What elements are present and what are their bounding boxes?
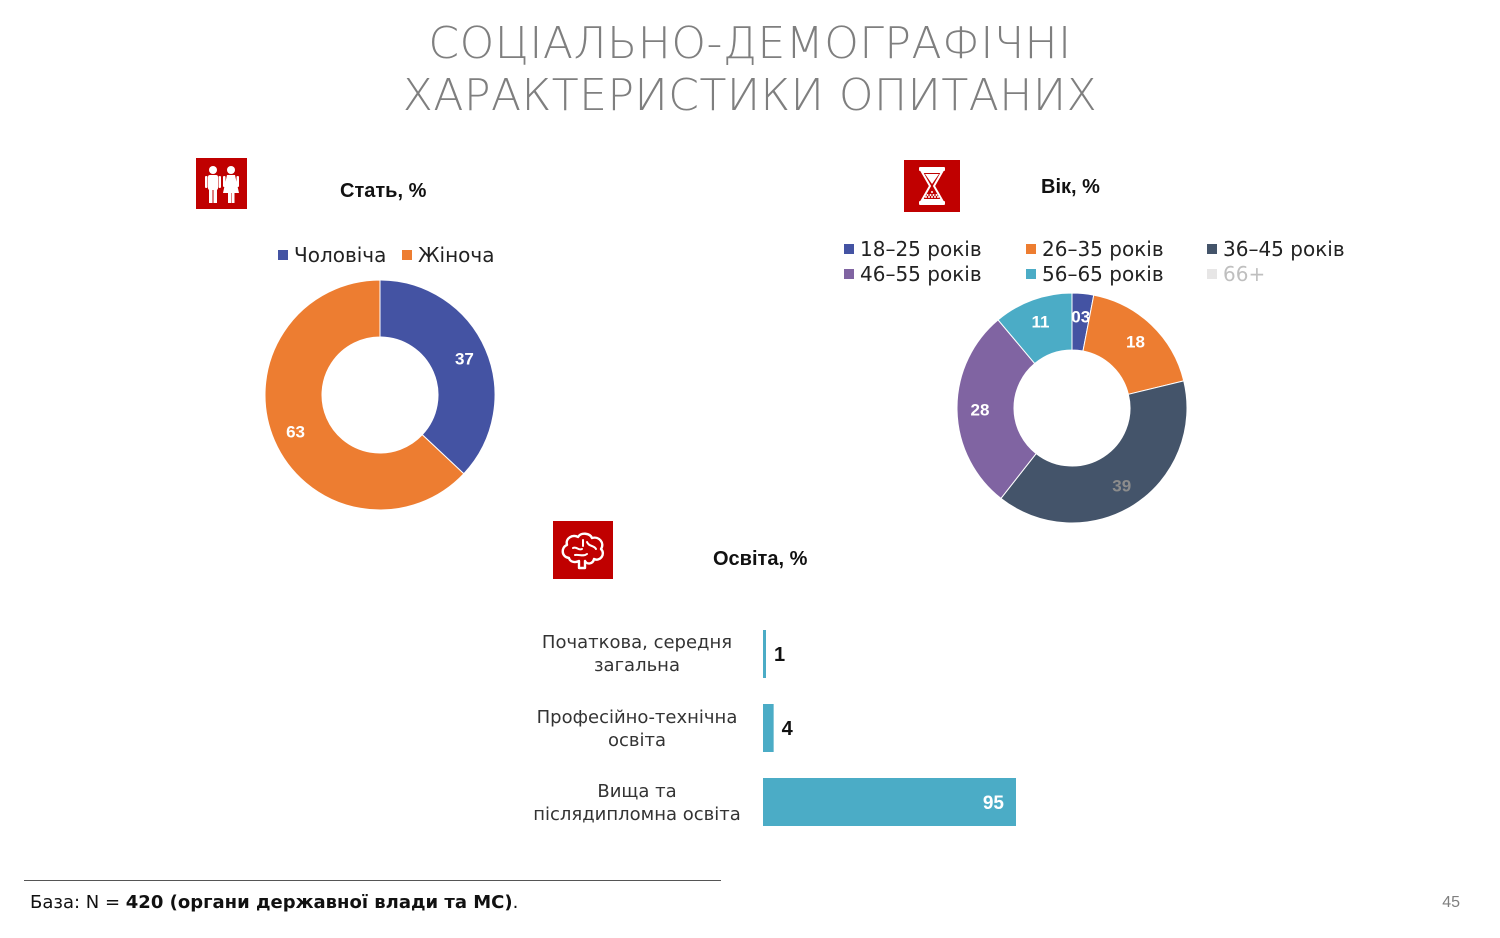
- age-legend-56-65: 56–65 років: [1026, 262, 1164, 286]
- donut-slice: [997, 292, 1073, 365]
- people-icon: [196, 158, 247, 209]
- legend-label: 36–45 років: [1223, 237, 1345, 261]
- legend-label: 56–65 років: [1042, 262, 1164, 286]
- legend-label: 26–35 років: [1042, 237, 1164, 261]
- category-line: освіта: [607, 730, 667, 751]
- gender-donut-chart: 37 63: [264, 279, 496, 511]
- education-category-label: Початкова, середня загальна: [522, 631, 752, 677]
- footer-bold: 420 (органи державної влади та МС): [125, 892, 513, 913]
- gender-chart-title: Стать, %: [340, 180, 427, 202]
- category-line: загальна: [593, 655, 680, 676]
- legend-swatch: [844, 244, 854, 254]
- hourglass-icon: [904, 160, 960, 212]
- brain-icon: [553, 521, 613, 579]
- legend-swatch: [402, 250, 412, 260]
- slide-title: СОЦІАЛЬНО-ДЕМОГРАФІЧНІ ХАРАКТЕРИСТИКИ ОП…: [0, 18, 1500, 122]
- donut-slice: [264, 279, 465, 511]
- education-bar-chart: 1 4 95: [762, 620, 1016, 835]
- legend-swatch: [1207, 269, 1217, 279]
- donut-slice: [379, 279, 496, 475]
- age-legend-26-35: 26–35 років: [1026, 237, 1164, 261]
- education-data-label: 4: [782, 718, 794, 740]
- age-chart-title: Вік, %: [1041, 176, 1100, 198]
- age-legend-36-45: 36–45 років: [1207, 237, 1345, 261]
- education-bar: [763, 630, 766, 678]
- age-donut-chart: 03 18 39 28 11: [956, 292, 1188, 524]
- education-bar: [763, 778, 1016, 826]
- donut-data-label: 18: [1126, 332, 1145, 351]
- legend-swatch: [1026, 269, 1036, 279]
- footer-prefix: База: N =: [30, 892, 126, 913]
- legend-label: Жіноча: [418, 243, 495, 267]
- education-chart-title: Освіта, %: [713, 548, 808, 570]
- category-line: Професійно-технічна: [536, 707, 738, 728]
- donut-data-label: 03: [1071, 307, 1090, 326]
- legend-swatch: [278, 250, 288, 260]
- education-category-label: Професійно-технічна освіта: [522, 706, 752, 752]
- slide-title-line2: ХАРАКТЕРИСТИКИ ОПИТАНИХ: [402, 70, 1098, 121]
- footer-suffix: .: [512, 892, 519, 913]
- age-legend-66-plus: 66+: [1207, 262, 1265, 286]
- age-legend-18-25: 18–25 років: [844, 237, 982, 261]
- legend-swatch: [844, 269, 854, 279]
- legend-label: 46–55 років: [860, 262, 982, 286]
- donut-data-label: 28: [971, 400, 990, 419]
- category-line: післядипломна освіта: [533, 804, 741, 825]
- footer-base-note: База: N = 420 (органи державної влади та…: [30, 892, 518, 913]
- donut-slice: [1000, 380, 1188, 524]
- education-category-label: Вища та післядипломна освіта: [522, 780, 752, 826]
- donut-data-label: 39: [1112, 476, 1131, 495]
- category-line: Початкова, середня: [541, 632, 733, 653]
- legend-label: 66+: [1223, 262, 1266, 286]
- age-legend-46-55: 46–55 років: [844, 262, 982, 286]
- legend-label: 18–25 років: [860, 237, 982, 261]
- slide-title-line1: СОЦІАЛЬНО-ДЕМОГРАФІЧНІ: [428, 18, 1072, 69]
- footer-divider: [24, 880, 721, 881]
- donut-slice: [956, 319, 1037, 500]
- gender-legend-female: Жіноча: [402, 243, 494, 267]
- education-data-label: 95: [983, 793, 1005, 814]
- legend-label: Чоловіча: [294, 243, 387, 267]
- gender-legend-male: Чоловіча: [278, 243, 386, 267]
- education-data-label: 1: [774, 644, 785, 666]
- page-number: 45: [1442, 894, 1460, 911]
- donut-data-label: 11: [1032, 313, 1050, 332]
- category-line: Вища та: [597, 781, 677, 802]
- legend-swatch: [1026, 244, 1036, 254]
- education-bar: [763, 704, 774, 752]
- donut-data-label: 37: [455, 349, 474, 368]
- legend-swatch: [1207, 244, 1217, 254]
- donut-data-label: 63: [286, 423, 305, 442]
